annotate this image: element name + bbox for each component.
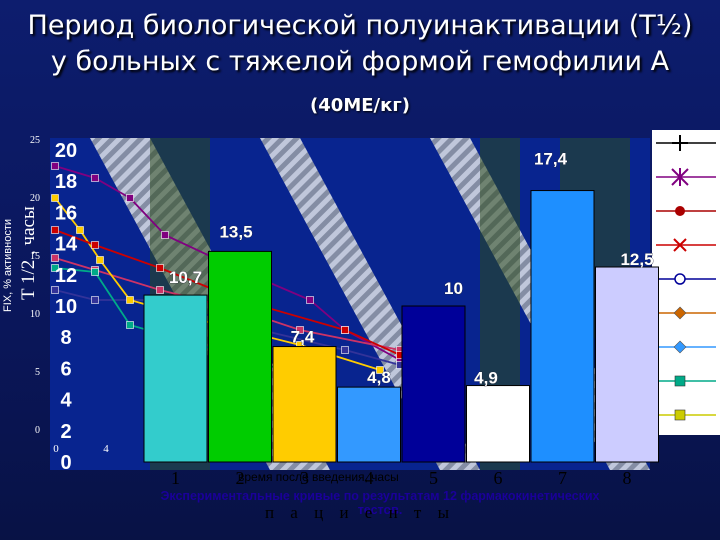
data-label: 17,4 <box>534 150 568 169</box>
overlay-x-tick: 0 <box>53 443 59 455</box>
curve-marker <box>161 231 169 239</box>
x-tick-label: 5 <box>429 468 438 488</box>
curve-marker <box>156 286 164 294</box>
x-tick-label: 3 <box>300 468 309 488</box>
y-tick-label: 12 <box>55 265 77 287</box>
legend-entry <box>656 340 716 354</box>
overlay-y-tick: 15 <box>30 251 40 262</box>
y-tick-label: 4 <box>60 390 72 412</box>
overlay-y-tick: 10 <box>30 309 40 320</box>
bar <box>208 250 272 463</box>
bar <box>401 305 466 463</box>
overlay-y-tick: 20 <box>30 193 40 204</box>
title-line-1: Период биологической полуинактивации (T½… <box>27 10 693 41</box>
overlay-y-tick: 0 <box>35 425 40 436</box>
bar <box>595 266 659 463</box>
bar <box>530 190 595 463</box>
overlay-y-tick: 5 <box>35 367 40 378</box>
y-tick-label: 2 <box>60 421 71 443</box>
curve-marker <box>126 296 134 304</box>
curve-marker <box>296 326 304 334</box>
bar-series <box>143 190 659 463</box>
curve-marker <box>306 296 314 304</box>
x-tick-label: 4 <box>365 468 374 488</box>
x-tick-label: 2 <box>236 468 245 488</box>
overlay-x-axis-title: время после введения, часы <box>238 470 399 484</box>
slide-title: Период биологической полуинактивации (T½… <box>0 8 720 80</box>
y-tick-label: 6 <box>60 358 71 380</box>
legend-panel <box>652 130 720 435</box>
data-label: 12,5 <box>620 250 653 269</box>
data-label: 10,7 <box>169 268 202 287</box>
legend-entry <box>656 135 716 151</box>
title-line-2: у больных с тяжелой формой гемофилии А <box>50 46 670 77</box>
x-tick-label: 8 <box>623 468 632 488</box>
y-tick-label: 14 <box>55 234 78 256</box>
y-tick-label: 18 <box>55 171 77 193</box>
legend-entry <box>656 238 716 252</box>
bar <box>143 294 208 463</box>
decay-curve <box>54 165 401 361</box>
x-tick-label: 1 <box>171 468 180 488</box>
x-tick-label: 7 <box>558 468 567 488</box>
overlay-y-axis-title: FIX, % активности <box>2 218 14 312</box>
chart-caption: Экспериментальные кривые по результатам … <box>110 489 650 517</box>
data-label: 4,8 <box>367 368 391 387</box>
data-labels: 10,7 13,5 7,4 4,8 10 4,9 17,4 12,5 <box>169 149 654 388</box>
decay-curve <box>54 229 401 356</box>
curve-marker <box>156 264 164 272</box>
legend-entry <box>656 273 716 285</box>
legend-entry <box>656 206 716 216</box>
curve-marker <box>126 194 134 202</box>
data-label: 4,9 <box>474 369 498 388</box>
curve-marker <box>51 286 59 294</box>
bar <box>272 346 337 463</box>
x-axis-ticks: 1 2 3 4 5 6 7 8 <box>171 468 632 488</box>
data-label: 10 <box>444 279 463 298</box>
curve-marker <box>91 241 99 249</box>
curve-marker <box>51 264 59 272</box>
curve-marker <box>341 326 349 334</box>
curve-marker <box>76 226 84 234</box>
legend-box <box>652 130 720 435</box>
legend-entry <box>656 306 716 320</box>
curve-marker <box>51 254 59 262</box>
legend-entry <box>656 168 716 186</box>
curve-marker <box>96 256 104 264</box>
legend-entry <box>656 409 716 421</box>
curve-marker <box>51 226 59 234</box>
curve-marker <box>126 321 134 329</box>
curve-marker <box>341 346 349 354</box>
y-axis-title: T 1/2 , часы <box>18 206 39 300</box>
curve-marker <box>91 174 99 182</box>
dose-subtitle: (40МЕ/кг) <box>310 95 410 116</box>
curve-marker <box>91 268 99 276</box>
y-tick-label: 0 <box>60 452 71 474</box>
y-tick-label: 10 <box>55 296 77 318</box>
curve-marker <box>51 162 59 170</box>
x-axis-title: п а ц и е н т ы <box>264 503 456 522</box>
overlay-y-tick: 25 <box>30 135 40 146</box>
curve-marker <box>91 296 99 304</box>
caption-line-1: Экспериментальные кривые по результатам … <box>160 489 600 503</box>
overlay-x-tick: 4 <box>103 443 109 455</box>
bar <box>337 386 401 463</box>
data-label: 7,4 <box>291 328 315 347</box>
caption-line-2: тестов. <box>357 503 403 517</box>
y-tick-label: 16 <box>55 202 77 224</box>
curve-marker <box>51 194 59 202</box>
curve-marker <box>376 366 384 374</box>
y-tick-label: 20 <box>55 140 77 162</box>
bar <box>466 385 530 463</box>
legend-entry <box>656 375 716 387</box>
y-tick-label: 8 <box>60 327 71 349</box>
data-label: 13,5 <box>219 222 252 241</box>
x-tick-label: 6 <box>494 468 503 488</box>
overlay-axis-ticks: 0 5 10 15 20 25 0 4 <box>30 135 109 455</box>
